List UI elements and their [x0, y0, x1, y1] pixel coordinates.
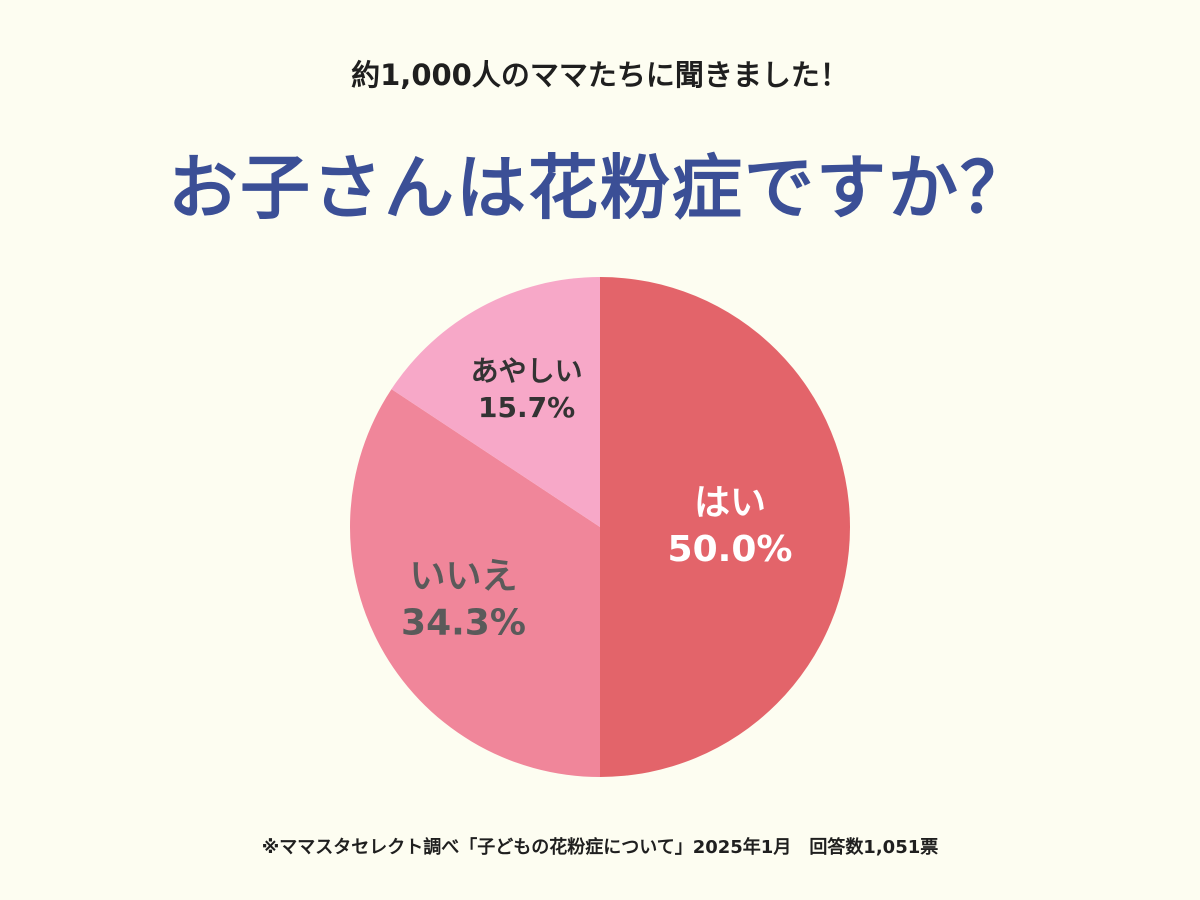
slice-value-3: 15.7%	[478, 391, 575, 424]
slice-value-1: 50.0%	[668, 529, 793, 570]
slice-value-2: 34.3%	[401, 603, 526, 644]
source-footnote: ※ママスタセレクト調べ「子どもの花粉症について」2025年1月 回答数1,051…	[261, 837, 939, 858]
pie-slice-2	[349, 389, 600, 778]
slice-label-1: はい	[694, 482, 766, 523]
slice-label-3: あやしい	[471, 355, 583, 388]
chart-title: お子さんは花粉症ですか？	[168, 147, 1032, 229]
pie-slice-1	[600, 277, 850, 777]
chart-subtitle: 約1,000人のママたちに聞きました！	[351, 58, 849, 92]
slice-label-2: いいえ	[409, 556, 517, 597]
pie-slice-3	[391, 277, 600, 527]
